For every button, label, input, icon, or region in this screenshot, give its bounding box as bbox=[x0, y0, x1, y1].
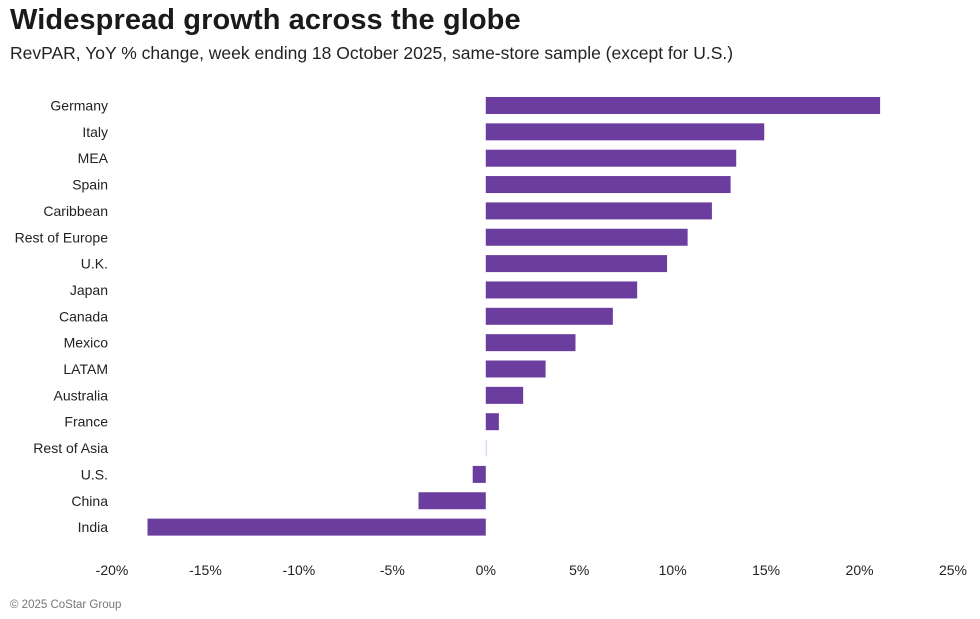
x-tick-label: 20% bbox=[846, 562, 874, 578]
category-label: Japan bbox=[70, 282, 108, 298]
bar bbox=[147, 518, 486, 536]
x-tick-label: -10% bbox=[283, 562, 316, 578]
category-label: China bbox=[71, 493, 108, 509]
category-label: Italy bbox=[82, 124, 108, 140]
chart-title: Widespread growth across the globe bbox=[10, 4, 521, 36]
bar bbox=[485, 97, 881, 114]
category-label: Canada bbox=[59, 308, 108, 324]
bar bbox=[485, 255, 668, 273]
bar bbox=[418, 492, 486, 510]
bar bbox=[485, 360, 546, 378]
category-label: MEA bbox=[78, 150, 109, 166]
bar bbox=[485, 149, 737, 167]
category-label: Australia bbox=[54, 387, 109, 403]
bar bbox=[485, 228, 688, 246]
bar bbox=[485, 334, 576, 352]
x-tick-label: 15% bbox=[752, 562, 780, 578]
copyright-footer: © 2025 CoStar Group bbox=[10, 599, 122, 611]
category-label: Caribbean bbox=[43, 203, 108, 219]
x-tick-label: 5% bbox=[569, 562, 589, 578]
x-tick-label: -15% bbox=[189, 562, 222, 578]
bar bbox=[485, 176, 731, 194]
x-tick-label: 0% bbox=[476, 562, 496, 578]
x-tick-label: -20% bbox=[96, 562, 129, 578]
chart-subtitle: RevPAR, YoY % change, week ending 18 Oct… bbox=[10, 43, 734, 63]
category-label: France bbox=[64, 414, 108, 430]
category-label: U.S. bbox=[81, 466, 108, 482]
bar bbox=[485, 281, 638, 299]
category-label: U.K. bbox=[81, 256, 108, 272]
category-label: LATAM bbox=[63, 361, 108, 377]
bar bbox=[485, 439, 487, 457]
category-label: Germany bbox=[50, 98, 108, 114]
category-label: India bbox=[78, 519, 109, 535]
category-label: Mexico bbox=[64, 335, 109, 351]
category-label: Rest of Asia bbox=[33, 440, 108, 456]
x-tick-label: 25% bbox=[939, 562, 967, 578]
bar bbox=[485, 202, 712, 220]
x-tick-label: -5% bbox=[380, 562, 405, 578]
bar bbox=[485, 307, 613, 325]
bar bbox=[485, 413, 499, 431]
category-label: Spain bbox=[72, 177, 108, 193]
x-tick-label: 10% bbox=[659, 562, 687, 578]
category-label: Rest of Europe bbox=[15, 229, 109, 245]
bar bbox=[472, 465, 486, 483]
bar bbox=[485, 123, 765, 141]
bar bbox=[485, 386, 524, 404]
